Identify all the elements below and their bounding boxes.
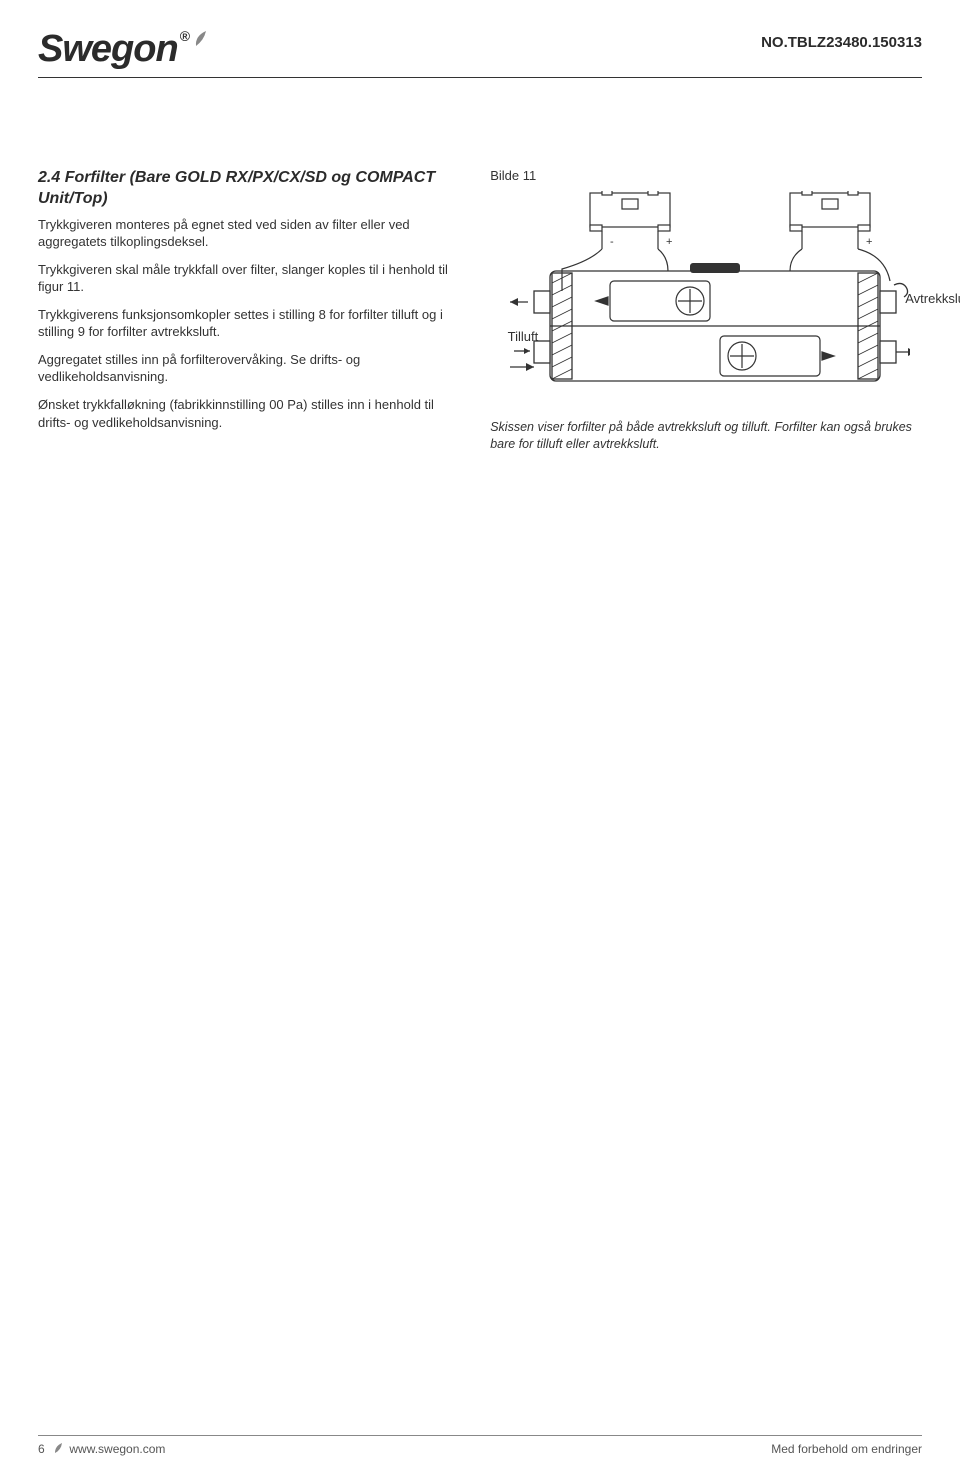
left-column: 2.4 Forfilter (Bare GOLD RX/PX/CX/SD og … bbox=[38, 168, 460, 453]
footer-left: 6 www.swegon.com bbox=[38, 1442, 165, 1456]
figure-annotation-tilluft: Tilluft bbox=[488, 329, 538, 344]
paragraph: Ønsket trykkfalløkning (fabrikkinnstilli… bbox=[38, 396, 460, 431]
paragraph: Trykkgiveren monteres på egnet sted ved … bbox=[38, 216, 460, 251]
figure-annotation-avtrekksluft: Avtrekksluft bbox=[905, 291, 960, 306]
content-columns: 2.4 Forfilter (Bare GOLD RX/PX/CX/SD og … bbox=[38, 168, 922, 453]
footer-right: Med forbehold om endringer bbox=[771, 1442, 922, 1456]
page-footer: 6 www.swegon.com Med forbehold om endrin… bbox=[38, 1435, 922, 1456]
logo-registered: ® bbox=[180, 28, 190, 44]
figure-diagram: - + + bbox=[490, 191, 910, 401]
section-title: 2.4 Forfilter (Bare GOLD RX/PX/CX/SD og … bbox=[38, 168, 460, 210]
figure-label: Bilde 11 bbox=[490, 168, 922, 183]
leaf-icon bbox=[194, 30, 208, 48]
svg-text:+: + bbox=[666, 236, 672, 248]
paragraph: Trykkgiveren skal måle trykkfall over fi… bbox=[38, 261, 460, 296]
page-number: 6 bbox=[38, 1442, 45, 1456]
footer-url: www.swegon.com bbox=[69, 1442, 165, 1456]
right-column: Bilde 11 - + bbox=[490, 168, 922, 453]
svg-text:+: + bbox=[866, 236, 872, 248]
document-number: NO.TBLZ23480.150313 bbox=[761, 34, 922, 51]
page-header: Swegon® NO.TBLZ23480.150313 bbox=[38, 28, 922, 78]
svg-text:-: - bbox=[610, 236, 614, 248]
logo: Swegon® bbox=[38, 28, 208, 71]
paragraph: Trykkgiverens funksjonsomkopler settes i… bbox=[38, 306, 460, 341]
leaf-icon bbox=[54, 1443, 63, 1454]
paragraph: Aggregatet stilles inn på forfilteroverv… bbox=[38, 351, 460, 386]
figure-caption: Skissen viser forfilter på både avtrekks… bbox=[490, 419, 922, 453]
logo-text: Swegon bbox=[38, 28, 178, 71]
